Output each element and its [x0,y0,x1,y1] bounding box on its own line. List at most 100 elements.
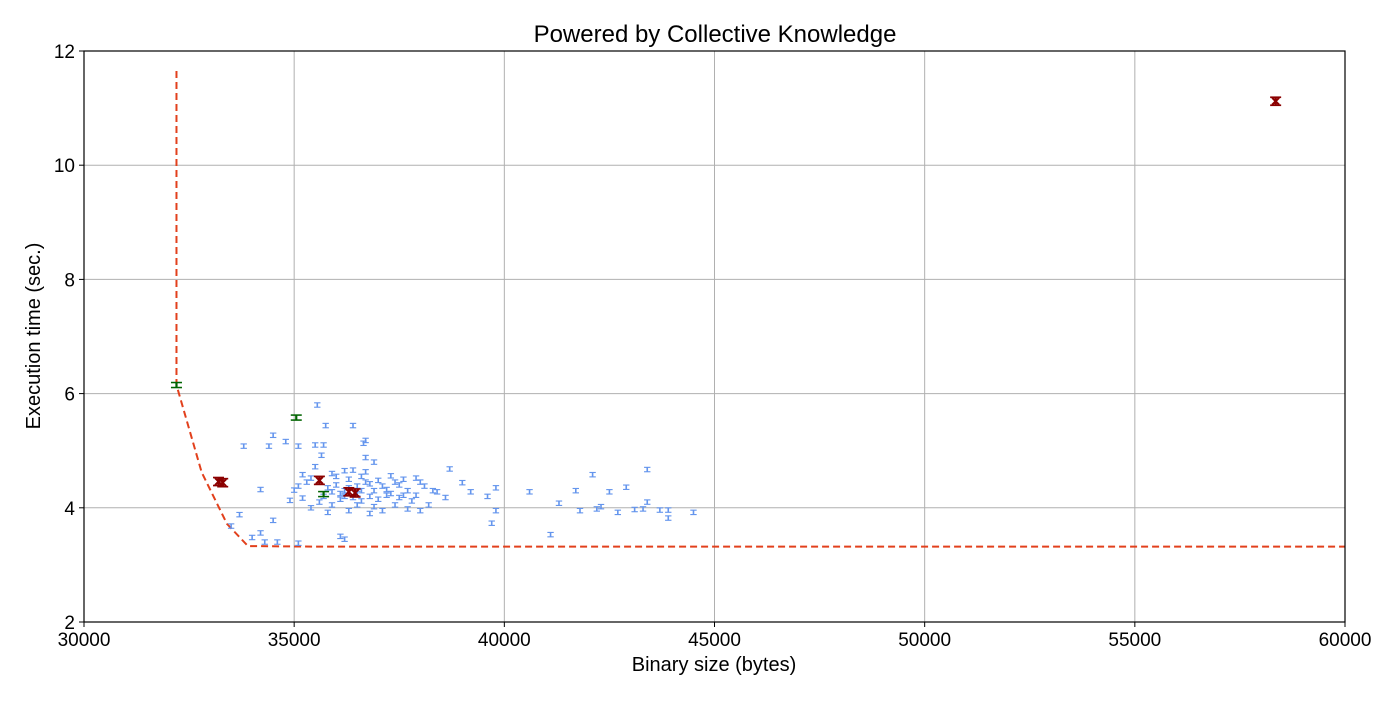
y-axis-ticks: 2 4 6 8 10 12 [54,42,84,634]
pareto-frontier [175,70,1345,548]
data-point [366,510,374,517]
data-point [299,471,306,478]
data-point [404,487,411,494]
data-point [337,533,344,540]
data-point [240,443,247,449]
y-tick-label: 12 [54,42,75,63]
data-point [593,506,601,512]
data-point [358,473,365,480]
data-point [614,509,622,516]
data-point [492,485,500,491]
data-point [333,482,340,488]
data-point [639,506,647,512]
data-point [318,452,325,459]
x-tick-label: 35000 [268,630,321,651]
x-tick-label: 60000 [1319,630,1372,651]
data-point [290,487,298,493]
data-point [341,536,348,542]
data-point [547,531,554,538]
data-point [597,503,605,510]
data-point [488,520,495,526]
data-point [341,467,348,474]
data-point [665,507,672,513]
data-point [370,459,378,465]
data-point [391,479,399,485]
data-point [282,438,289,445]
data-point [396,494,403,501]
data-point [442,494,449,501]
data-point [316,499,323,505]
data-point [295,540,302,546]
data-point [370,503,378,510]
data-point [314,402,321,408]
data-point [261,539,268,545]
x-tick-label: 50000 [898,630,951,651]
data-point [324,509,331,516]
data-point [236,511,243,518]
data-point [358,498,365,504]
data-point [467,489,474,495]
data-point [429,487,437,494]
data-point [360,440,367,447]
data-point [631,506,638,513]
data-point [396,482,403,488]
data-point [526,489,533,495]
data-point [337,490,344,497]
data-point [299,495,306,501]
data-point [665,515,672,521]
data-point [555,500,563,506]
data-point [459,479,466,486]
data-point [417,507,424,514]
data-point [400,476,407,483]
data-point [366,481,374,487]
data-point [257,530,264,536]
data-point [307,505,315,511]
data-point [383,492,390,498]
chart-title: Powered by Collective Knowledge [534,21,897,48]
x-tick-label: 40000 [478,630,531,651]
data-point [379,507,386,514]
data-point [375,496,382,502]
data-points [170,96,1282,546]
data-point [606,489,613,495]
data-point [311,463,319,470]
data-point [257,486,264,493]
x-axis-ticks: 30000 35000 40000 45000 50000 55000 60000 [58,622,1372,651]
data-point [349,422,357,429]
highlight-point [1270,96,1282,107]
y-tick-label: 6 [64,385,75,406]
data-point [656,507,664,513]
y-tick-label: 10 [54,156,75,177]
data-point [349,467,357,473]
data-point [391,502,399,508]
data-point [366,493,374,500]
data-point [286,497,294,504]
data-point [362,469,369,475]
best-point [318,490,330,498]
data-point [269,432,277,439]
data-point [354,483,361,489]
data-point [269,517,277,524]
data-point [425,502,432,508]
highlight-point [349,488,361,498]
data-point [644,466,651,473]
data-point [446,466,453,472]
best-point [170,381,182,389]
frontier-line [175,70,1345,548]
data-point [408,498,416,504]
data-point [362,479,369,485]
grid [83,50,1346,623]
data-point [484,493,491,500]
data-point [328,470,336,477]
data-point [320,442,327,448]
data-point [412,492,420,498]
x-axis-label: Binary size (bytes) [632,654,797,676]
data-point [492,507,500,514]
data-point [328,502,336,508]
data-point [690,509,697,516]
data-point [328,489,336,495]
data-point [375,477,382,484]
data-point [322,422,329,429]
data-point [333,473,340,480]
